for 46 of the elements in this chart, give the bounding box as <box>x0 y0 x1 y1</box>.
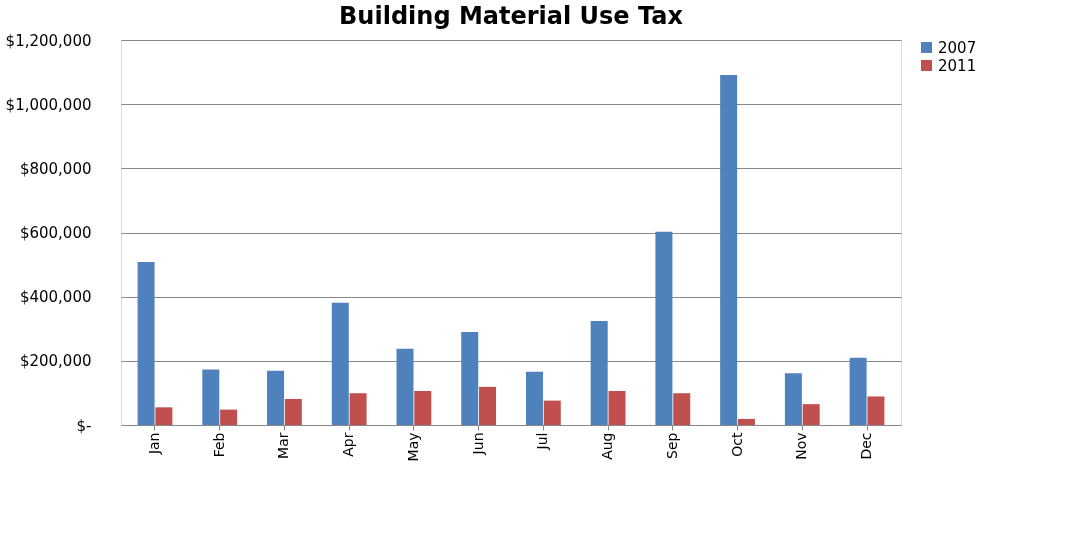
y-tick-label: $- <box>76 416 92 435</box>
bar <box>396 348 414 425</box>
bar <box>655 231 673 425</box>
bar <box>867 396 885 425</box>
bar <box>673 393 691 425</box>
bar <box>284 399 302 425</box>
bar <box>461 331 479 425</box>
y-tick-label: $200,000 <box>19 352 92 371</box>
chart-title: Building Material Use Tax <box>339 2 684 30</box>
bar <box>608 390 626 425</box>
x-tick-label: Feb <box>210 432 227 458</box>
x-tick-label: Jan <box>145 432 162 456</box>
y-tick-label: $400,000 <box>19 288 92 307</box>
x-tick-label: Nov <box>793 432 810 460</box>
y-tick-label: $1,200,000 <box>5 31 92 50</box>
x-tick-label: Oct <box>728 432 745 457</box>
bar <box>349 393 367 425</box>
bar <box>479 386 497 425</box>
x-tick-label: Apr <box>340 432 357 457</box>
bar <box>414 390 432 425</box>
y-tick-label: $1,000,000 <box>5 95 92 114</box>
x-tick-label: Jun <box>469 432 486 456</box>
legend-label: 2011 <box>938 56 977 75</box>
bar <box>267 370 285 425</box>
bar <box>331 302 349 425</box>
bar <box>155 407 173 425</box>
bar <box>137 262 155 425</box>
bar <box>590 321 608 425</box>
bar <box>737 418 755 425</box>
x-tick-label: Jul <box>534 432 551 451</box>
bar <box>802 404 820 425</box>
x-tick-label: Sep <box>663 432 680 459</box>
y-tick-label: $600,000 <box>19 224 92 242</box>
x-tick-label: Aug <box>599 432 616 460</box>
x-tick-label: Dec <box>858 432 875 460</box>
legend-label: 2007 <box>938 38 977 57</box>
bar <box>202 369 220 425</box>
bar <box>720 74 738 425</box>
bar <box>849 357 867 425</box>
x-tick-label: May <box>404 432 421 462</box>
bar <box>543 400 561 425</box>
bar <box>784 373 802 425</box>
bar <box>525 371 543 425</box>
bar <box>220 409 238 425</box>
y-tick-label: $800,000 <box>19 159 92 178</box>
x-tick-label: Mar <box>275 432 292 459</box>
